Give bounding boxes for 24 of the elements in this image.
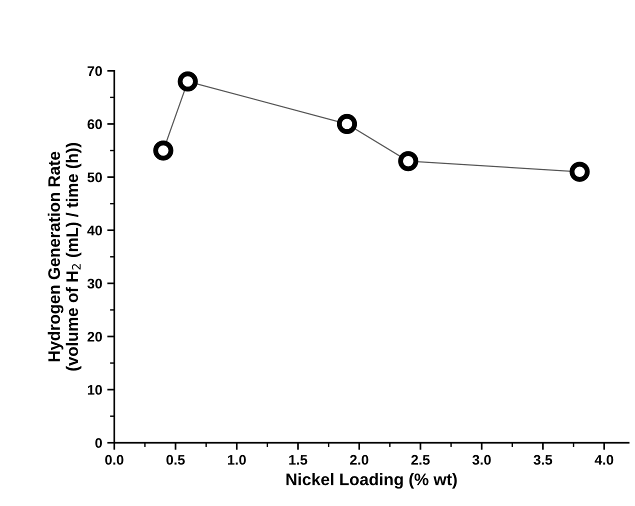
x-axis-title: Nickel Loading (% wt) xyxy=(286,473,457,489)
x-tick-label: 3.5 xyxy=(534,454,552,465)
point xyxy=(178,71,198,92)
x-tick-label: 2.5 xyxy=(411,454,430,465)
x-tick-label: 1.5 xyxy=(289,455,308,465)
y-tick-label: 20 xyxy=(88,332,102,342)
x-tick-label: 3.0 xyxy=(472,454,491,465)
point xyxy=(398,151,418,172)
y-tick-label: 40 xyxy=(87,226,102,236)
x-tick-label: 4.0 xyxy=(594,454,614,465)
y-tick-label: 0 xyxy=(95,438,102,448)
x-tick-label: 0.5 xyxy=(166,454,185,465)
y-axis-title: Hydrogen Generation Rate (volume of H$_{2}$ (mL) / time (h)) xyxy=(48,142,82,371)
y-tick-label: 60 xyxy=(88,119,102,130)
point xyxy=(336,114,358,134)
x-tick-label: 2.0 xyxy=(350,454,368,465)
point xyxy=(153,140,174,161)
x-tick-label: 1.0 xyxy=(228,454,246,465)
y-tick-label: 30 xyxy=(87,278,102,289)
y-tick-label: 10 xyxy=(88,384,102,395)
point xyxy=(570,162,590,182)
x-tick-label: 0.0 xyxy=(105,454,124,465)
y-tick-label: 70 xyxy=(88,66,102,76)
y-tick-label: 50 xyxy=(87,172,102,182)
